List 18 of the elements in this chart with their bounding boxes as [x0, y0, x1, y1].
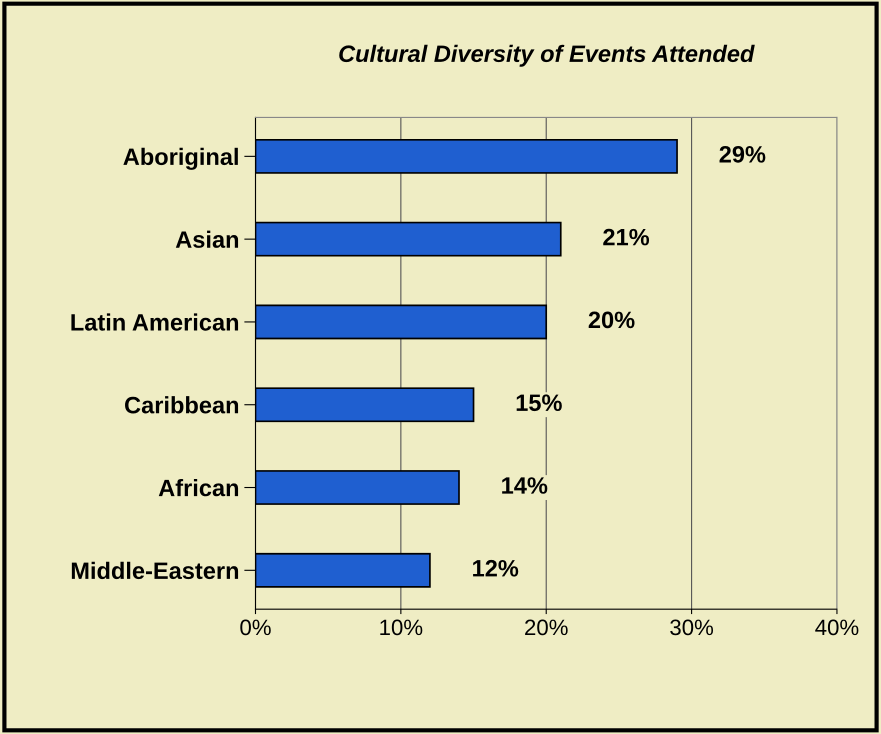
data-label: 29%: [720, 146, 766, 163]
data-label: 15%: [516, 394, 562, 412]
y-tick-label: Middle-Eastern: [72, 562, 238, 580]
y-tick-label: Caribbean: [125, 396, 238, 414]
data-label: 14%: [502, 477, 548, 494]
x-tick-label: 40%: [815, 620, 858, 636]
y-tick-label: African: [158, 478, 238, 496]
x-tick-label: 0%: [240, 620, 271, 636]
data-label: 12%: [473, 560, 518, 577]
chart-title: Cultural Diversity of Events Attended: [339, 44, 755, 67]
x-tick-label: 30%: [670, 620, 714, 636]
data-label: 21%: [603, 228, 650, 246]
data-label: 20%: [588, 312, 635, 328]
y-tick-label: Asian: [176, 230, 238, 248]
x-tick-label: 10%: [380, 620, 422, 636]
y-tick-label: Aboriginal: [123, 148, 238, 170]
y-tick-label: Latin American: [71, 313, 238, 331]
x-tick-label: 20%: [525, 620, 568, 636]
